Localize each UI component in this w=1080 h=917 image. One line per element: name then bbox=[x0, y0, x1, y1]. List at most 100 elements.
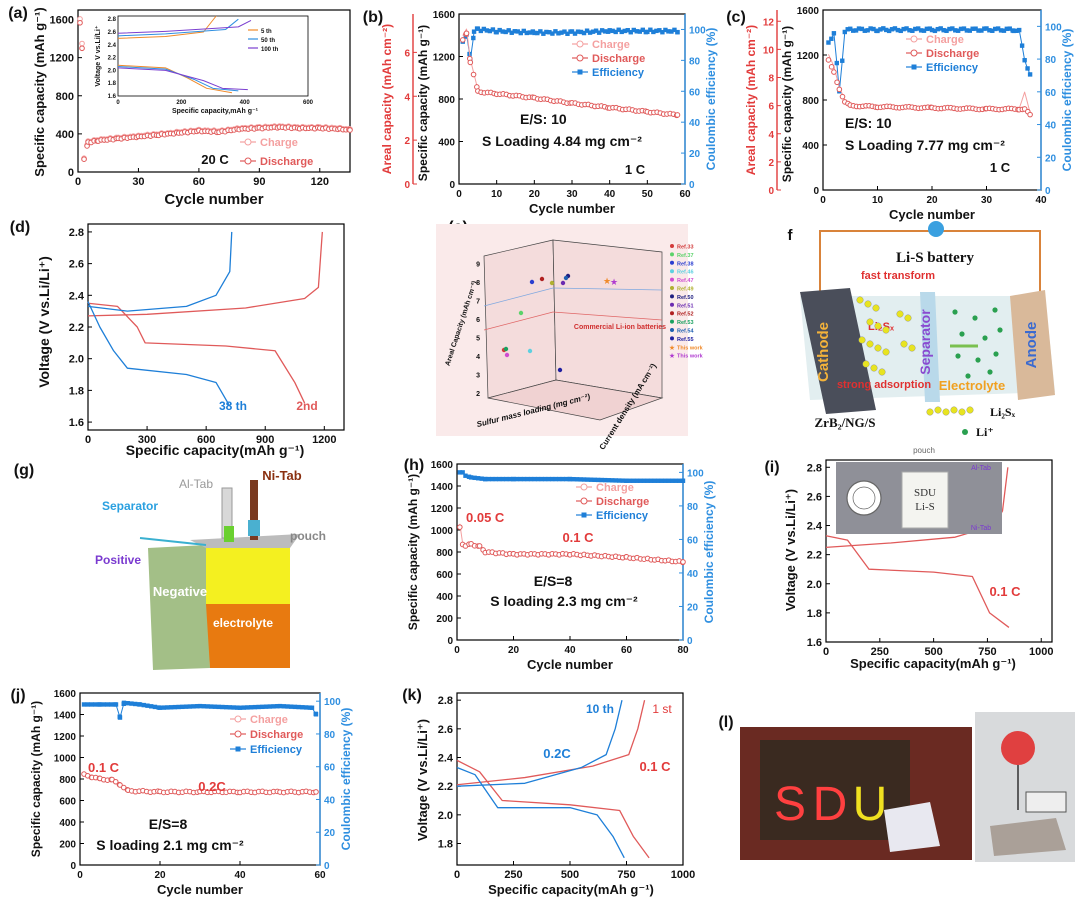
panel-letter: (d) bbox=[10, 219, 30, 236]
x-tick-label: 20 bbox=[508, 645, 520, 656]
y-tick-label: 2.6 bbox=[807, 491, 822, 503]
legend-label: Efficiency bbox=[926, 62, 979, 74]
y-tick-label: 1.6 bbox=[807, 637, 822, 649]
polysulfide-bead bbox=[875, 345, 882, 352]
es-annotation: E/S=8 bbox=[149, 816, 188, 832]
legend-label: Discharge bbox=[926, 48, 979, 60]
y-tick-label: 800 bbox=[56, 91, 74, 103]
y-tick-label: 600 bbox=[59, 797, 76, 808]
legend-lis-label: Li₂Sₓ bbox=[990, 405, 1016, 419]
discharge-point bbox=[826, 58, 831, 63]
legend-label: Charge bbox=[592, 39, 630, 51]
efficiency-point bbox=[829, 37, 833, 41]
discharge-point bbox=[832, 70, 837, 75]
ni-tab-seal bbox=[248, 520, 260, 536]
legend-label: Charge bbox=[926, 34, 964, 46]
y-tick-label: 2.6 bbox=[69, 259, 84, 271]
discharge-point bbox=[458, 525, 463, 530]
y-tick-label: 2.0 bbox=[69, 354, 84, 366]
legend-marker bbox=[670, 244, 674, 248]
discharge-point bbox=[348, 128, 353, 133]
panel-j: (j)0 20 40 60020040060080010001200140016000… bbox=[10, 687, 353, 897]
y0-axis-label: Areal capacity (mAh cm⁻²) bbox=[380, 24, 394, 174]
electrolyte-label: Electrolyte bbox=[939, 378, 1005, 393]
li-ion-dot bbox=[987, 369, 992, 374]
loading-annotation: S loading 2.1 mg cm⁻² bbox=[96, 837, 244, 853]
efficiency-point bbox=[832, 31, 836, 35]
y-tick-label: 400 bbox=[56, 129, 74, 141]
legend-marker bbox=[670, 286, 674, 290]
legend-marker: ★ bbox=[669, 344, 675, 352]
polysulfide-bead bbox=[909, 345, 916, 352]
legend-marker bbox=[245, 158, 251, 164]
y0-tick-label: 2 bbox=[768, 158, 774, 169]
y0-tick-label: 10 bbox=[763, 45, 775, 56]
photo-ni-tab-label: Ni-Tab bbox=[971, 525, 991, 532]
y-tick-label: 1200 bbox=[431, 504, 454, 515]
y-tick-label: 1400 bbox=[431, 482, 454, 493]
y2-tick-label: 20 bbox=[324, 828, 336, 839]
y2-axis-label: Coulombic efficiency (%) bbox=[339, 708, 353, 851]
y0-tick-label: 0 bbox=[768, 186, 774, 197]
x-tick-label: 0 bbox=[823, 646, 829, 658]
y2-axis-label: Coulombic efficiency (%) bbox=[1060, 29, 1074, 172]
legend-bead bbox=[951, 407, 958, 414]
y-axis-label: Specific capacity (mAh g⁻¹) bbox=[406, 474, 420, 630]
y-tick-label: 1000 bbox=[54, 754, 77, 765]
data-point bbox=[530, 280, 534, 284]
cathode-label: Cathode bbox=[815, 322, 832, 382]
data-point bbox=[505, 353, 509, 357]
efficiency-point bbox=[310, 706, 314, 710]
panel-d: (d)0 300 600 900 12001.61.82.02.22.42.62.8Sp… bbox=[10, 219, 344, 458]
discharge-point bbox=[468, 60, 473, 65]
pouch-label: pouch bbox=[290, 529, 326, 543]
discharge-2nd-line bbox=[88, 303, 305, 403]
x-tick-label: 20 bbox=[529, 189, 541, 200]
y2-tick-label: 0 bbox=[1045, 186, 1051, 197]
x-tick-label: 50 bbox=[642, 189, 654, 200]
legend-li-label: Li⁺ bbox=[976, 425, 994, 439]
y2-tick-label: 60 bbox=[324, 763, 336, 774]
legend-marker bbox=[581, 484, 587, 490]
y-tick-label: 2.4 bbox=[69, 290, 85, 302]
electrolyte-bottom bbox=[206, 604, 290, 668]
y-tick-label: 800 bbox=[436, 548, 453, 559]
inset-y-tick: 2.4 bbox=[108, 43, 117, 49]
y-tick-label: 2.4 bbox=[438, 753, 454, 765]
y-tick-label: 1200 bbox=[797, 51, 820, 62]
inset-y-tick: 2.6 bbox=[108, 30, 117, 36]
discharge-point bbox=[464, 31, 469, 36]
anode-label: Anode bbox=[1023, 322, 1040, 369]
inset-y-tick: 2.0 bbox=[108, 68, 117, 74]
loading-annotation: S Loading 7.77 mg cm⁻² bbox=[845, 137, 1005, 153]
legend-label: Discharge bbox=[250, 729, 303, 741]
inset-x-label: Specific capacity,mAh g⁻¹ bbox=[172, 108, 259, 115]
panel-f: fLi-S batteryCathode Separator Anodefast t… bbox=[788, 221, 1056, 439]
inset-legend-label: 50 th bbox=[261, 38, 275, 44]
y2-tick-label: 0 bbox=[324, 861, 330, 872]
x-tick-label: 1000 bbox=[671, 869, 695, 881]
discharge-point bbox=[82, 157, 87, 162]
x-tick-label: 60 bbox=[193, 176, 205, 188]
legend-marker bbox=[582, 513, 587, 518]
panel-letter: f bbox=[788, 227, 794, 244]
discharge-point bbox=[80, 46, 85, 51]
panel-letter: (b) bbox=[363, 9, 383, 26]
legend-marker bbox=[670, 303, 674, 307]
y2-tick-label: 40 bbox=[324, 795, 336, 806]
legend-bead bbox=[935, 407, 942, 414]
legend-label: Efficiency bbox=[596, 510, 649, 522]
legend-marker bbox=[670, 294, 674, 298]
panel-letter: (c) bbox=[726, 9, 746, 26]
panel-letter: (l) bbox=[718, 714, 733, 731]
legend-label: Charge bbox=[250, 714, 288, 726]
legend-marker bbox=[245, 139, 251, 145]
y-tick-label: 2.6 bbox=[438, 724, 453, 736]
legend-label: Ref.49 bbox=[677, 287, 694, 293]
es-annotation: E/S: 10 bbox=[845, 115, 892, 131]
x-tick-label: 40 bbox=[234, 870, 246, 881]
legend-label: Ref.46 bbox=[677, 270, 694, 276]
y-tick-label: 600 bbox=[436, 570, 453, 581]
discharge-point bbox=[1028, 112, 1033, 117]
